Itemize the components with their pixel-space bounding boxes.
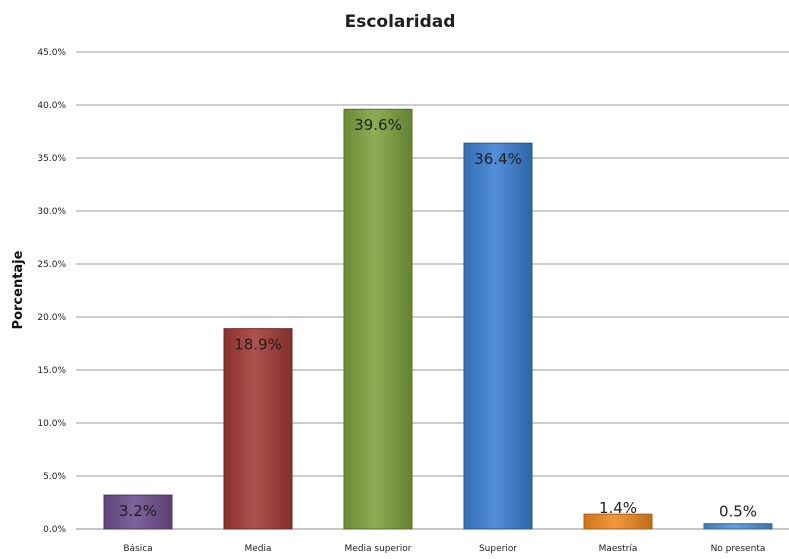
x-tick-label: Básica [123, 544, 152, 554]
bar-3 [463, 142, 533, 530]
y-tick-label: 45.0% [37, 48, 66, 58]
x-axis-ticks: Básica Media Media superior Superior Maestrí… [123, 544, 765, 554]
y-tick-label: 20.0% [37, 313, 66, 323]
bar-5 [703, 523, 773, 530]
x-tick-label: No presenta [711, 544, 766, 554]
x-tick-label: Maestría [599, 544, 638, 554]
bar-1 [223, 328, 293, 530]
y-tick-label: 10.0% [37, 419, 66, 429]
data-labels: 3.2% 18.9% 39.6% 36.4% 1.4% 0.5% [119, 116, 757, 520]
y-axis-label: Porcentaje [11, 250, 26, 329]
y-tick-label: 40.0% [37, 101, 66, 111]
y-tick-label: 35.0% [37, 154, 66, 164]
x-tick-label: Superior [479, 544, 517, 554]
bar-2 [343, 108, 413, 530]
data-label: 3.2% [119, 502, 157, 520]
gridlines [76, 51, 789, 530]
bar-4 [583, 513, 653, 530]
data-label: 39.6% [354, 116, 402, 134]
x-tick-label: Media superior [345, 544, 412, 554]
y-tick-label: 15.0% [37, 366, 66, 376]
bars [103, 108, 773, 530]
y-tick-label: 30.0% [37, 207, 66, 217]
y-tick-label: 0.0% [43, 525, 66, 535]
bar-0 [103, 494, 173, 530]
y-tick-label: 25.0% [37, 260, 66, 270]
data-label: 1.4% [599, 499, 637, 517]
data-label: 36.4% [474, 150, 522, 168]
x-tick-label: Media [244, 544, 271, 554]
data-label: 18.9% [234, 336, 282, 354]
chart-title: Escolaridad [345, 12, 456, 32]
y-tick-label: 5.0% [43, 472, 66, 482]
y-axis-ticks: 0.0% 5.0% 10.0% 15.0% 20.0% 25.0% 30.0% 35.0% 40… [37, 48, 66, 535]
data-label: 0.5% [719, 503, 757, 521]
